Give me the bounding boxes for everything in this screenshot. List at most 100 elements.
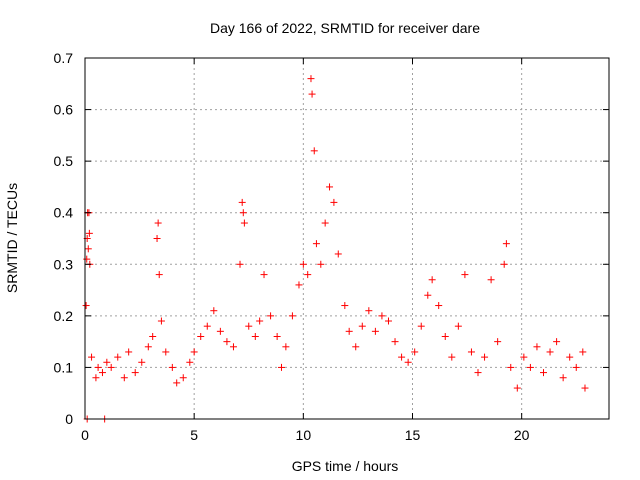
data-point [103,358,111,366]
data-point [334,250,342,258]
data-point [295,281,303,289]
data-point [417,322,425,330]
data-point [391,338,399,346]
data-point [533,343,541,351]
data-point [526,363,534,371]
data-point [317,260,325,268]
data-point [411,348,419,356]
data-point [330,198,338,206]
data-point [321,219,329,227]
y-tick-label: 0.4 [54,205,74,221]
data-point [487,276,495,284]
data-point [358,322,366,330]
data-point [83,255,91,263]
data-point [229,343,237,351]
data-point [186,358,194,366]
data-point [307,75,315,83]
data-point [481,353,489,361]
data-points [82,75,589,423]
data-point [581,384,589,392]
data-point [507,363,515,371]
plot-frame [84,57,610,420]
data-point [190,348,198,356]
data-point [513,384,521,392]
data-point [378,312,386,320]
data-point [203,322,211,330]
data-point [494,338,502,346]
data-point [398,353,406,361]
data-point [94,363,102,371]
data-point [260,271,268,279]
y-tick-labels: 0 0.1 0.2 0.3 0.4 0.5 0.6 0.7 [54,50,74,427]
data-point [240,219,248,227]
data-point [238,198,246,206]
data-point [157,317,165,325]
data-point [345,327,353,335]
data-point [155,271,163,279]
data-point [326,183,334,191]
data-point [384,317,392,325]
axis-ticks [84,57,609,420]
data-point [546,348,554,356]
data-point [210,307,218,315]
data-point [273,332,281,340]
data-point [223,338,231,346]
x-tick-label: 10 [296,427,312,443]
x-tick-label: 20 [514,427,530,443]
data-point [540,369,547,377]
data-point [82,302,90,310]
data-point [500,260,508,268]
data-point [371,327,379,335]
data-point [365,307,373,315]
data-point [251,332,259,340]
grid-lines [85,58,609,419]
data-point [256,317,264,325]
data-point [404,358,412,366]
data-point [304,271,312,279]
data-point [154,219,162,227]
data-point [239,209,247,217]
data-point [84,245,92,253]
data-point [179,374,187,382]
data-point [236,260,244,268]
data-point [114,353,122,361]
data-point [566,353,574,361]
data-point [467,348,475,356]
data-point [428,276,436,284]
data-point [435,302,443,310]
data-point [173,379,181,387]
data-point [216,327,224,335]
y-axis-label: SRMTID / TECUs [4,183,20,293]
data-point [579,348,587,356]
data-point [310,147,318,155]
data-point [85,229,93,237]
x-tick-label: 0 [81,427,89,443]
data-point [282,343,290,351]
data-point [197,332,205,340]
data-point [341,302,349,310]
x-tick-labels: 0 5 10 15 20 [81,427,530,443]
chart-title: Day 166 of 2022, SRMTID for receiver dar… [210,20,480,36]
data-point [153,235,161,242]
data-point [474,369,482,377]
data-point [520,353,528,361]
data-point [149,332,157,340]
data-point [448,353,456,361]
data-point [352,343,360,351]
data-point [461,271,469,279]
data-point [299,260,307,268]
data-point [245,322,253,330]
x-axis-label: GPS time / hours [292,458,399,474]
data-point [98,369,106,377]
data-point [312,240,320,248]
data-point [138,358,146,366]
data-point [502,240,510,248]
y-tick-label: 0.6 [54,102,74,118]
y-tick-label: 0.1 [54,359,74,375]
data-point [454,322,462,330]
data-point [120,374,128,382]
data-point [88,353,96,361]
data-point [107,363,115,371]
y-tick-label: 0.7 [54,50,74,66]
